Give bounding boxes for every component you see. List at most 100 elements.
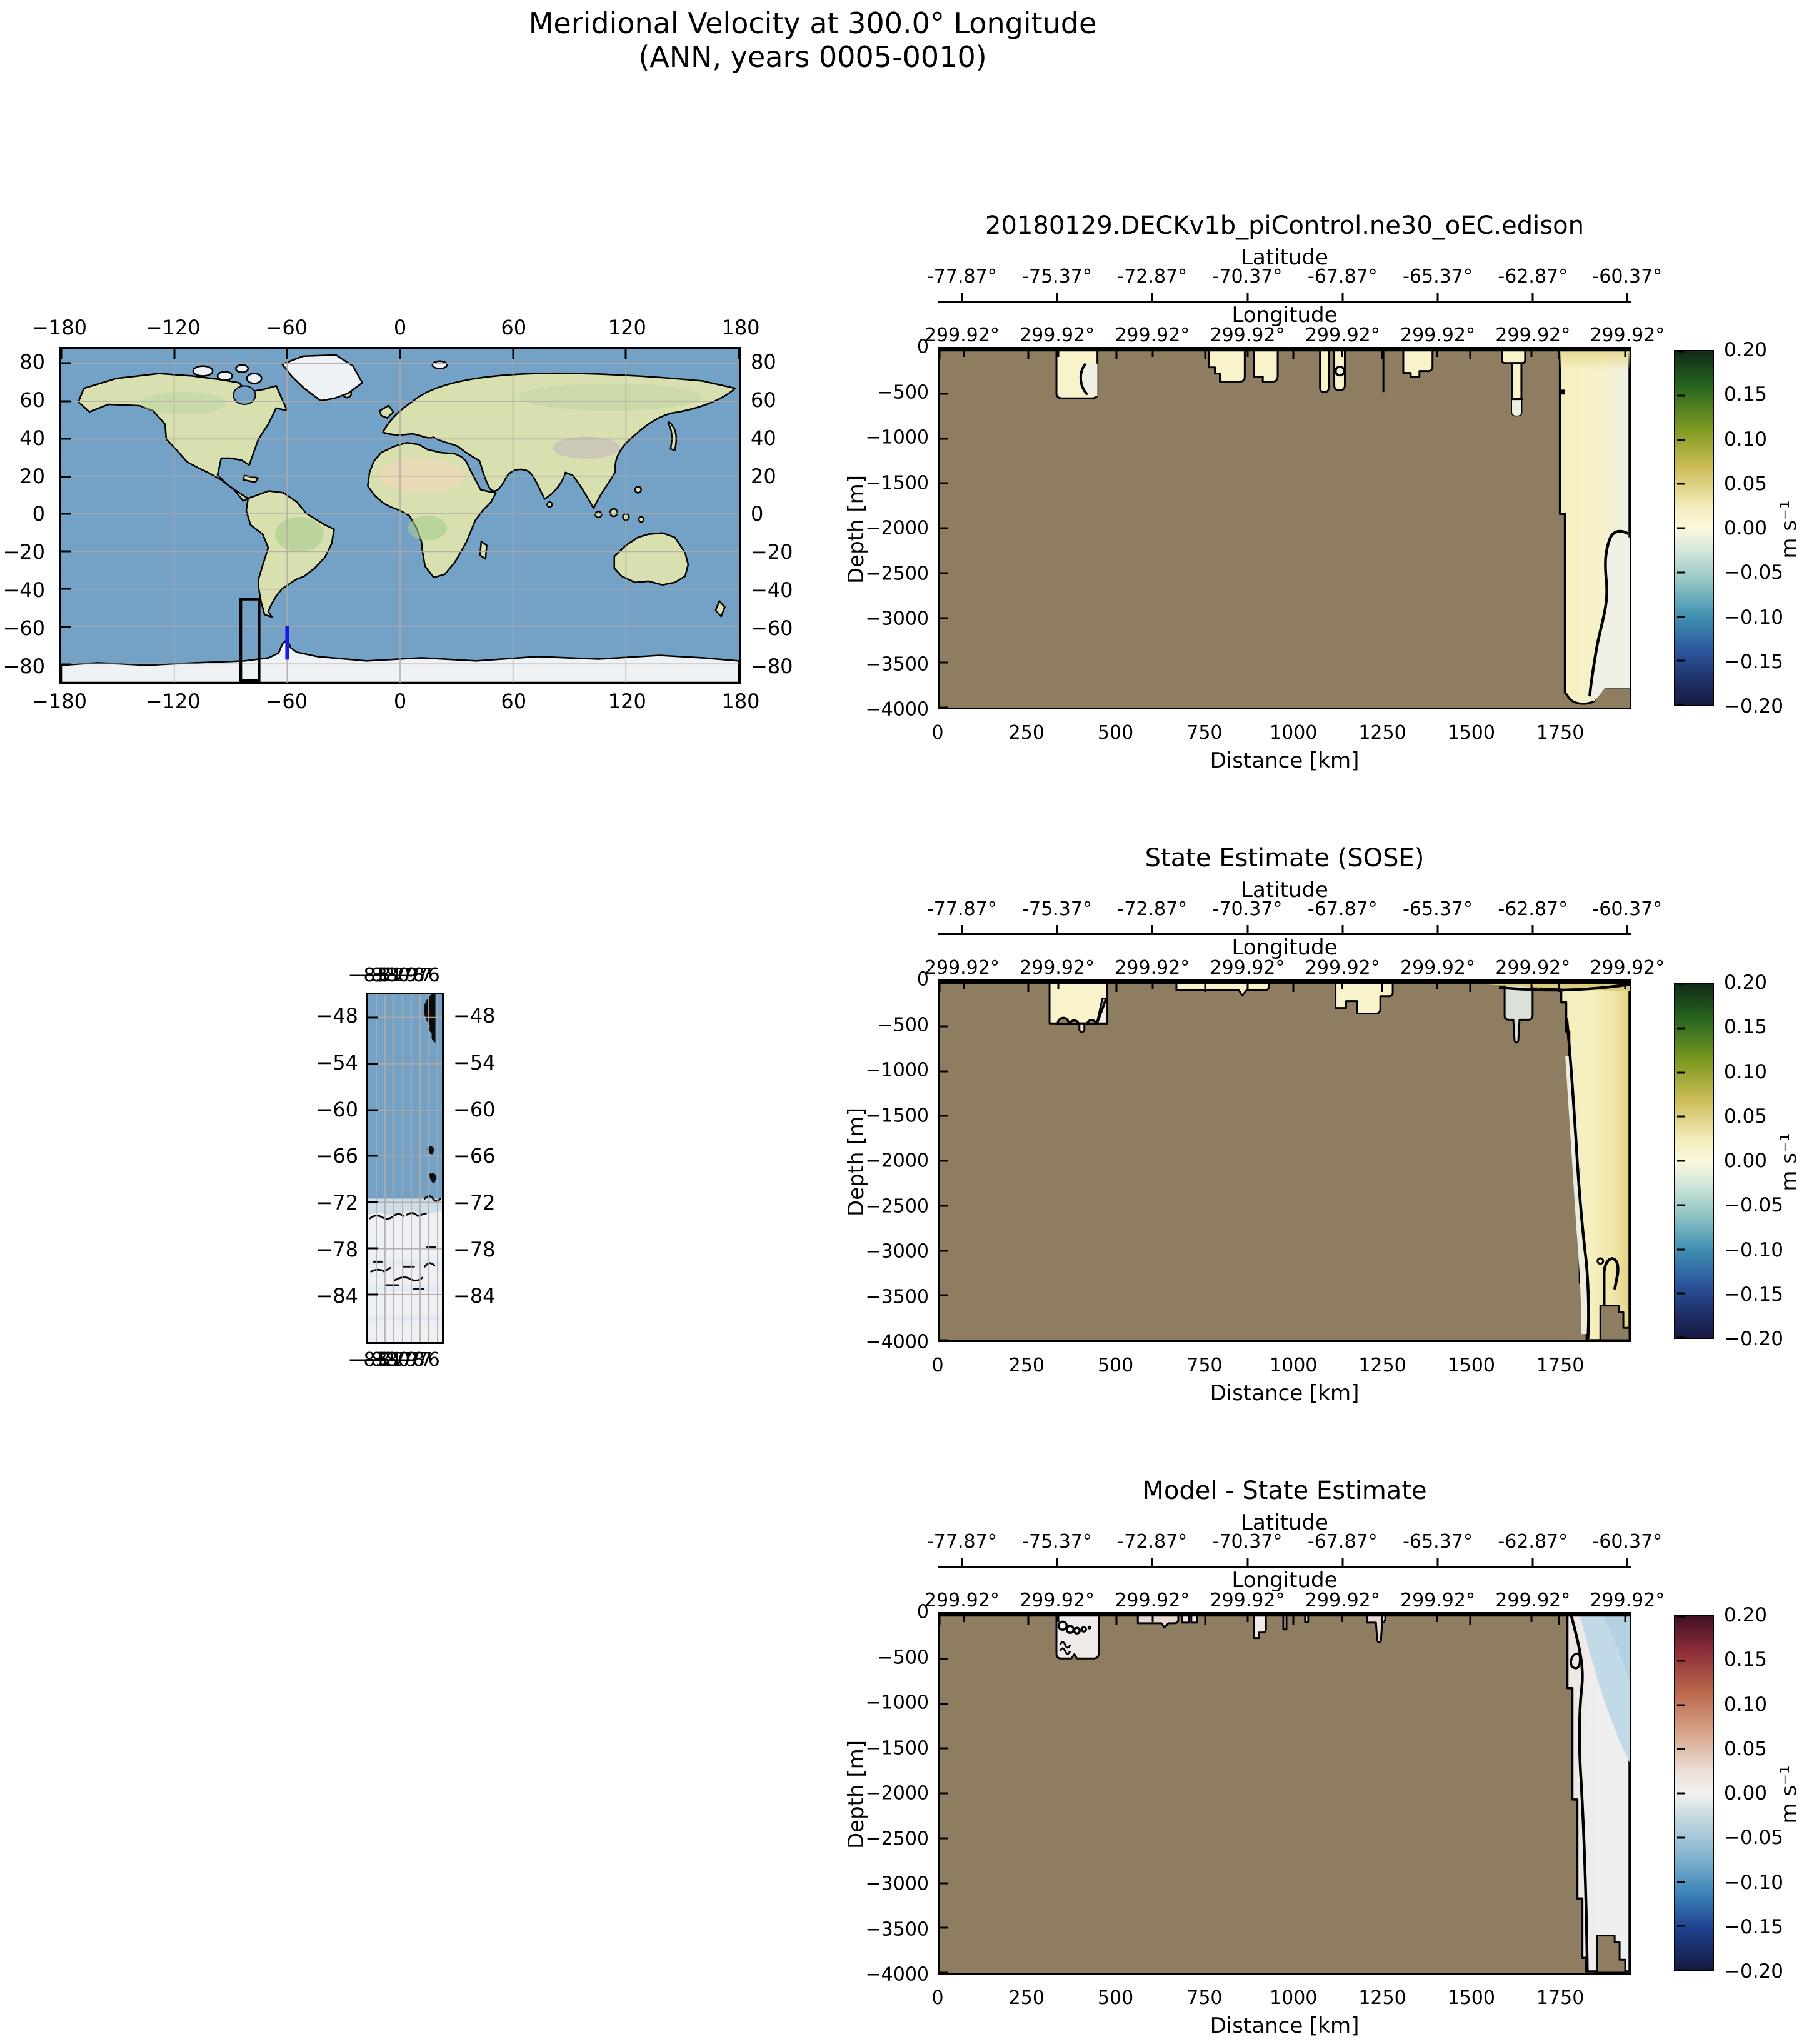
panel3-colorbar-tick-5: −0.05 [1724, 1826, 1783, 1850]
region-map-right-tick-3: −66 [453, 1143, 496, 1168]
world-map-top-tick-3: 0 [393, 316, 407, 339]
region-map-left-tick-3: −66 [316, 1143, 358, 1168]
world-map-right-ticks: 80 60 40 20 0 −20 −40 −60 −80 [746, 347, 796, 684]
panel3-distance-tick-7: 1750 [1536, 1987, 1585, 2009]
figure-title-line2: (ANN, years 0005-0010) [638, 40, 987, 74]
region-map-right-tick-2: −60 [453, 1098, 496, 1122]
world-map-right-tick-5: −20 [751, 539, 793, 564]
world-map-right-tick-3: 20 [751, 464, 776, 488]
panel3-section-image [940, 1614, 1630, 1973]
panel1-lat-tick-5: -65.37° [1403, 266, 1473, 288]
panel3-distance-tick-3: 750 [1186, 1987, 1223, 2009]
panel1-lon-tick-4: 299.92° [1305, 324, 1380, 346]
panel1-depth-tick-5: −2500 [865, 563, 929, 584]
panel3-lat-tick-4: -67.87° [1307, 1531, 1378, 1553]
panel2-lat-tick-7: -60.37° [1592, 898, 1663, 920]
panel2-lon-tick-7: 299.92° [1590, 957, 1665, 979]
world-map-left-tick-2: 40 [19, 426, 45, 450]
panel1-lon-tick-2: 299.92° [1115, 324, 1190, 346]
panel2-depth-tick-3: −1500 [865, 1105, 929, 1126]
panel3-lon-tick-6: 299.92° [1495, 1590, 1571, 1611]
world-map-top-ticks: −180 −120 −60 0 60 120 180 [32, 316, 759, 339]
region-map-bottom-tick-5: −78 [385, 1349, 425, 1371]
panel1-depth-tick-8: −4000 [865, 698, 929, 721]
panel2-distance-tick-3: 750 [1186, 1355, 1223, 1376]
panel2-colorbar-tick-4: 0.00 [1724, 1150, 1768, 1172]
panel1-colorbar-unit: m s⁻¹ [1776, 500, 1801, 559]
panel3-distance-tick-5: 1250 [1358, 1987, 1406, 2009]
region-box-annotation [239, 598, 261, 683]
panel3-distance-tick-1: 250 [1008, 1987, 1045, 2009]
region-map-top-tick-4: −79 [378, 964, 418, 986]
panel3-top-tickmarks [940, 1614, 1630, 1624]
panel3-distance-label: Distance [km] [1210, 2013, 1360, 2038]
panel2-colorbar-tick-1: 0.15 [1724, 1016, 1768, 1039]
panel1-latitude-axis-ruler [938, 291, 1631, 303]
panel1-lon-tick-1: 299.92° [1020, 324, 1095, 346]
panel3-lon-tick-2: 299.92° [1115, 1590, 1190, 1611]
panel2-distance-tick-5: 1250 [1358, 1355, 1406, 1376]
panel2-latitude-ticks: -77.87° -75.37° -72.87° -70.37° -67.87° -65.3… [927, 898, 1662, 921]
panel1-distance-tick-5: 1250 [1358, 722, 1406, 744]
region-map-left-tick-2: −60 [316, 1098, 358, 1122]
panel2-longitude-ticks: 299.92° 299.92° 299.92° 299.92° 299.92° 299.9… [925, 957, 1665, 979]
world-map-right-tick-4: 0 [751, 502, 764, 526]
panel3-colorbar-ticks: 0.20 0.15 0.10 0.05 0.00 −0.05 −0.10 −0.15 −0.20 [1724, 1604, 1811, 1983]
panel1-lon-tick-7: 299.92° [1590, 324, 1665, 346]
region-map-left-tick-1: −54 [316, 1050, 358, 1075]
panel1-section-image [940, 349, 1630, 708]
panel3-lon-tick-4: 299.92° [1305, 1590, 1380, 1611]
world-map-left-tick-6: −40 [3, 578, 45, 602]
world-map-right-tick-7: −60 [751, 616, 793, 640]
panel1-lat-tick-4: -67.87° [1307, 266, 1378, 288]
panel2-distance-tick-7: 1750 [1536, 1355, 1585, 1376]
panel1-colorbar-tick-5: −0.05 [1724, 561, 1783, 584]
panel2-colorbar-tick-5: −0.05 [1724, 1194, 1783, 1217]
panel2-latitude-label: Latitude [1241, 878, 1328, 903]
panel3-distance-tick-0: 0 [931, 1987, 944, 2009]
world-map-right-tick-1: 60 [751, 388, 776, 412]
panel2-lat-tick-3: -70.37° [1212, 898, 1283, 920]
panel1-latitude-ticks: -77.87° -75.37° -72.87° -70.37° -67.87° -65.3… [927, 266, 1662, 288]
panel3-lon-tick-5: 299.92° [1400, 1590, 1475, 1611]
panel2-longitude-label: Longitude [1231, 935, 1338, 960]
panel2-distance-tick-2: 500 [1097, 1355, 1134, 1376]
panel3-lon-tick-1: 299.92° [1020, 1590, 1095, 1611]
panel2-colorbar-tick-6: −0.10 [1724, 1238, 1783, 1261]
region-map-top-tick-2: −81 [363, 964, 403, 986]
region-map-top-tick-0: −83 [348, 964, 388, 986]
world-map-top-tick-5: 120 [608, 316, 646, 339]
panel3-cross-section [938, 1612, 1631, 1975]
panel1-lon-tick-3: 299.92° [1210, 324, 1285, 346]
region-map-bottom-tick-3: −80 [370, 1349, 410, 1371]
panel2-bottom-tickmarks [938, 984, 1630, 1002]
panel3-title: Model - State Estimate [1142, 1476, 1427, 1505]
region-map-left-ticks: −48 −54 −60 −66 −72 −78 −84 [289, 993, 358, 1344]
panel3-lat-tick-7: -60.37° [1592, 1531, 1663, 1553]
region-map-top-tick-7: −76 [400, 964, 440, 986]
panel3-lon-tick-7: 299.92° [1590, 1590, 1665, 1611]
panel1-depth-label: Depth [m] [844, 474, 869, 584]
panel2-distance-tick-1: 250 [1008, 1355, 1045, 1376]
panel3-colorbar-tick-1: 0.15 [1724, 1648, 1768, 1671]
panel3-depth-tick-0: 0 [916, 1601, 929, 1623]
world-map [59, 347, 741, 684]
panel2-lon-tick-5: 299.92° [1400, 957, 1475, 979]
panel2-distance-tick-6: 1500 [1447, 1355, 1495, 1376]
panel3-colorbar-unit: m s⁻¹ [1776, 1765, 1801, 1824]
panel3-colorbar-tick-4: 0.00 [1724, 1782, 1768, 1805]
panel1-latitude-label: Latitude [1241, 245, 1328, 270]
panel1-depth-tick-4: −2000 [865, 517, 929, 539]
panel3-depth-ticks: 0 −500 −1000 −1500 −2000 −2500 −3000 −3500 −4000 [825, 1601, 929, 1986]
world-map-left-tick-5: −20 [3, 539, 45, 564]
region-map-bottom-tick-7: −76 [400, 1349, 440, 1371]
world-map-bottom-tick-3: 0 [393, 689, 407, 713]
world-map-top-tick-6: 180 [721, 316, 760, 339]
panel2-cross-section [938, 979, 1631, 1342]
panel1-distance-tick-0: 0 [931, 722, 944, 744]
panel2-lon-tick-3: 299.92° [1210, 957, 1285, 979]
panel2-depth-tick-5: −2500 [865, 1195, 929, 1217]
region-map-top-tick-3: −80 [370, 964, 410, 986]
world-map-top-tick-0: −180 [32, 316, 87, 339]
panel3-depth-tick-2: −1000 [865, 1691, 929, 1714]
